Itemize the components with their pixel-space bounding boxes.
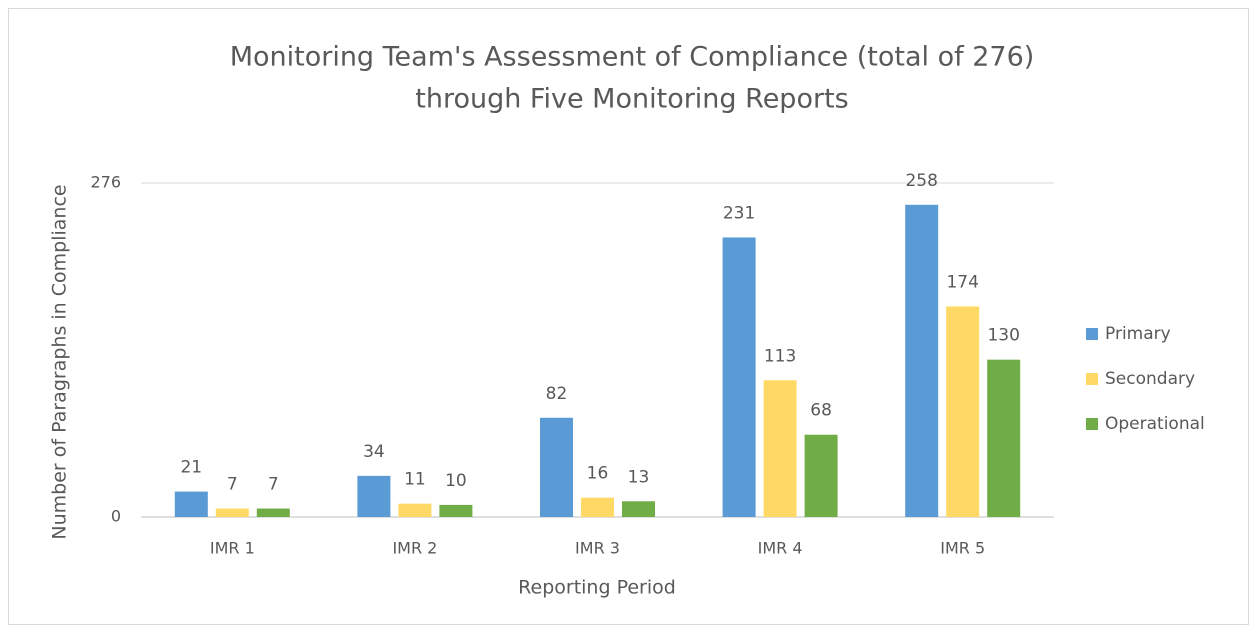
legend-swatch	[1086, 373, 1098, 385]
data-label: 13	[628, 467, 650, 487]
bar	[622, 501, 655, 517]
bar	[215, 508, 249, 517]
data-label: 174	[946, 272, 978, 292]
x-tick-label: IMR 4	[758, 539, 803, 558]
data-label: 7	[227, 475, 238, 495]
data-label: 10	[445, 471, 467, 491]
x-tick-label: IMR 2	[392, 539, 437, 558]
bar	[439, 504, 473, 517]
bar	[722, 237, 756, 517]
data-label: 231	[723, 203, 755, 223]
data-label: 34	[363, 442, 385, 462]
legend-swatch	[1086, 418, 1098, 430]
legend-label: Secondary	[1105, 369, 1195, 389]
data-label: 16	[587, 464, 609, 484]
legend-label: Operational	[1105, 414, 1205, 434]
data-label: 68	[810, 401, 832, 421]
y-tick-label: 276	[90, 173, 121, 192]
bar	[256, 508, 290, 517]
y-axis-label: Number of Paragraphs in Compliance	[49, 184, 71, 539]
x-tick-label: IMR 1	[210, 539, 255, 558]
y-tick-label: 0	[111, 507, 121, 526]
x-axis-label: Reporting Period	[518, 577, 676, 599]
bar	[804, 434, 838, 517]
bar	[174, 491, 208, 517]
chart-title: Monitoring Team's Assessment of Complian…	[230, 42, 1035, 73]
chart-title: through Five Monitoring Reports	[415, 84, 848, 115]
x-tick-label: IMR 5	[940, 539, 985, 558]
data-label: 113	[764, 346, 796, 366]
bar	[581, 497, 614, 517]
chart-border	[8, 8, 1249, 625]
legend-label: Primary	[1105, 324, 1171, 344]
bar	[763, 380, 797, 517]
data-label: 82	[546, 384, 568, 404]
data-label: 7	[268, 475, 279, 495]
data-label: 21	[180, 458, 202, 478]
data-label: 11	[404, 470, 426, 490]
legend-swatch	[1086, 328, 1098, 340]
data-label: 258	[905, 171, 937, 191]
bar	[987, 359, 1021, 517]
bar	[398, 503, 432, 517]
bar	[357, 475, 391, 517]
bar	[946, 306, 980, 517]
bar	[540, 417, 573, 517]
bar	[905, 204, 939, 518]
data-label: 130	[987, 326, 1019, 346]
x-tick-label: IMR 3	[575, 539, 620, 558]
